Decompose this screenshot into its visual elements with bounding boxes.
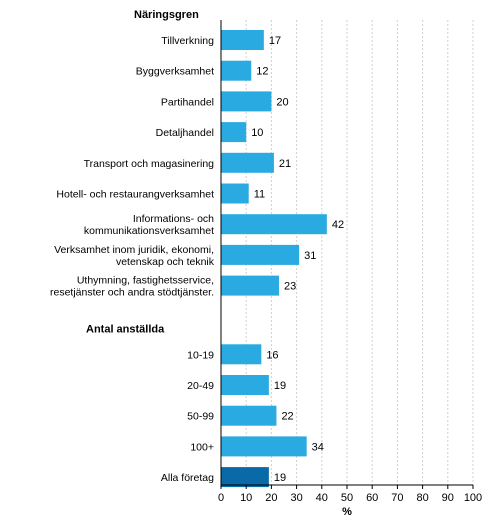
x-tick-label: 50 xyxy=(341,492,353,504)
x-tick-label: 100 xyxy=(464,492,482,504)
category-label: resetjänster och andra stödtjänster. xyxy=(50,287,214,299)
data-label: 22 xyxy=(281,411,293,423)
data-label: 21 xyxy=(279,158,291,170)
category-label: Partihandel xyxy=(161,96,214,108)
category-label: Byggverksamhet xyxy=(136,66,214,78)
bar xyxy=(221,214,327,235)
data-label: 23 xyxy=(284,281,296,293)
x-tick-label: 10 xyxy=(240,492,252,504)
data-label: 34 xyxy=(312,441,324,453)
category-label: kommunikationsverksamhet xyxy=(84,225,214,237)
category-label: 20-49 xyxy=(187,380,214,392)
bars-group xyxy=(221,30,327,488)
data-label: 19 xyxy=(274,472,286,484)
x-tick-label: 20 xyxy=(265,492,277,504)
x-tick-label: 40 xyxy=(316,492,328,504)
data-label: 12 xyxy=(256,66,268,78)
bar xyxy=(221,405,277,426)
bar xyxy=(221,30,264,50)
x-tick-label: 0 xyxy=(218,492,224,504)
category-labels: Tillverkning Byggverksamhet Partihandel Det… xyxy=(50,35,215,484)
data-label: 42 xyxy=(332,219,344,231)
bar xyxy=(221,91,272,112)
bar xyxy=(221,275,279,296)
category-label: Verksamhet inom juridik, ekonomi, xyxy=(54,244,214,256)
category-label: Tillverkning xyxy=(161,35,214,47)
category-label: 10-19 xyxy=(187,349,214,361)
category-label: Informations- och xyxy=(133,213,214,225)
x-tick-label: 80 xyxy=(416,492,428,504)
data-label: 17 xyxy=(269,35,281,47)
bar xyxy=(221,375,269,395)
group-heading: Näringsgren xyxy=(134,9,199,21)
category-label: 50-99 xyxy=(187,411,214,423)
x-tick-label: 30 xyxy=(290,492,302,504)
bar xyxy=(221,60,252,81)
bar xyxy=(221,183,249,204)
bar xyxy=(221,467,269,488)
data-label: 11 xyxy=(254,189,265,201)
bar xyxy=(221,122,247,143)
category-label: vetenskap och teknik xyxy=(116,256,215,268)
data-label: 31 xyxy=(304,250,316,262)
category-label: Hotell- och restaurangverksamhet xyxy=(56,189,214,201)
data-label: 16 xyxy=(266,349,278,361)
bar xyxy=(221,436,307,457)
category-label: Alla företag xyxy=(161,472,214,484)
bar xyxy=(221,344,262,365)
bar xyxy=(221,244,300,265)
category-label: Detaljhandel xyxy=(156,127,214,139)
category-label: Uthymning, fastighetsservice, xyxy=(77,275,214,287)
data-label: 19 xyxy=(274,380,286,392)
group-headings: Näringsgren Antal anställda xyxy=(86,9,199,335)
x-tick-label: 60 xyxy=(366,492,378,504)
category-label: Transport och magasinering xyxy=(84,158,215,170)
group-heading: Antal anställda xyxy=(86,323,165,335)
value-labels: 17 12 20 10 21 11 42 31 23 16 19 22 34 19 xyxy=(251,35,344,484)
x-tick-label: 70 xyxy=(391,492,403,504)
data-label: 10 xyxy=(251,127,263,139)
x-axis-label: % xyxy=(342,506,352,518)
category-label: 100+ xyxy=(190,441,214,453)
x-tick-label: 90 xyxy=(442,492,454,504)
data-label: 20 xyxy=(276,96,288,108)
x-axis: 0 10 20 30 40 50 60 70 80 90 100% xyxy=(218,20,482,518)
bar xyxy=(221,152,274,173)
